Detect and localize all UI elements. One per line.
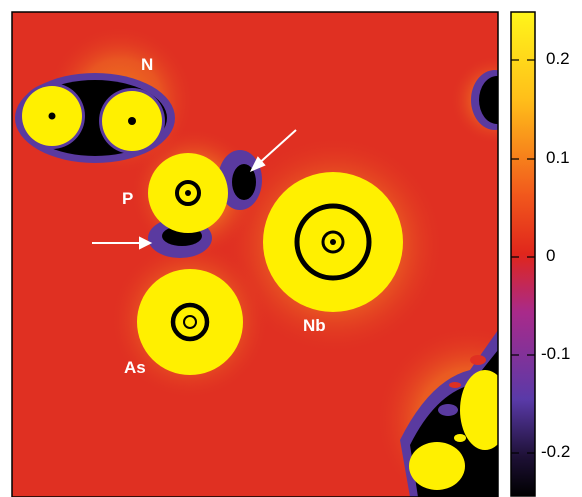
- as-atom: [137, 269, 243, 375]
- colorbar-tick-label: -0.2: [541, 442, 571, 461]
- atom-label-as: As: [124, 358, 146, 377]
- map-area: [12, 12, 498, 497]
- colorbar-tick-label: 0.1: [546, 148, 570, 167]
- colorbar: [510, 11, 536, 497]
- map-frame: [11, 11, 499, 497]
- arrow-upper: [249, 129, 297, 172]
- colorbar-tick-label: 0: [546, 246, 556, 265]
- atom-label-p: P: [122, 189, 134, 208]
- colorbar-ticks: [511, 59, 535, 454]
- nb-atom: [263, 172, 403, 312]
- bottom-right-network: [400, 330, 498, 497]
- arrow-left: [92, 236, 153, 250]
- top-right-atom: [471, 70, 498, 130]
- n2-molecule: [15, 73, 175, 163]
- atom-label-n: N: [141, 55, 154, 74]
- colorbar-tick-label: -0.1: [541, 344, 571, 363]
- colorbar-tick-label: 0.2: [546, 49, 570, 68]
- atom-label-nb: Nb: [303, 316, 326, 335]
- colorbar-scale: [510, 11, 536, 497]
- p-atom: [148, 150, 262, 258]
